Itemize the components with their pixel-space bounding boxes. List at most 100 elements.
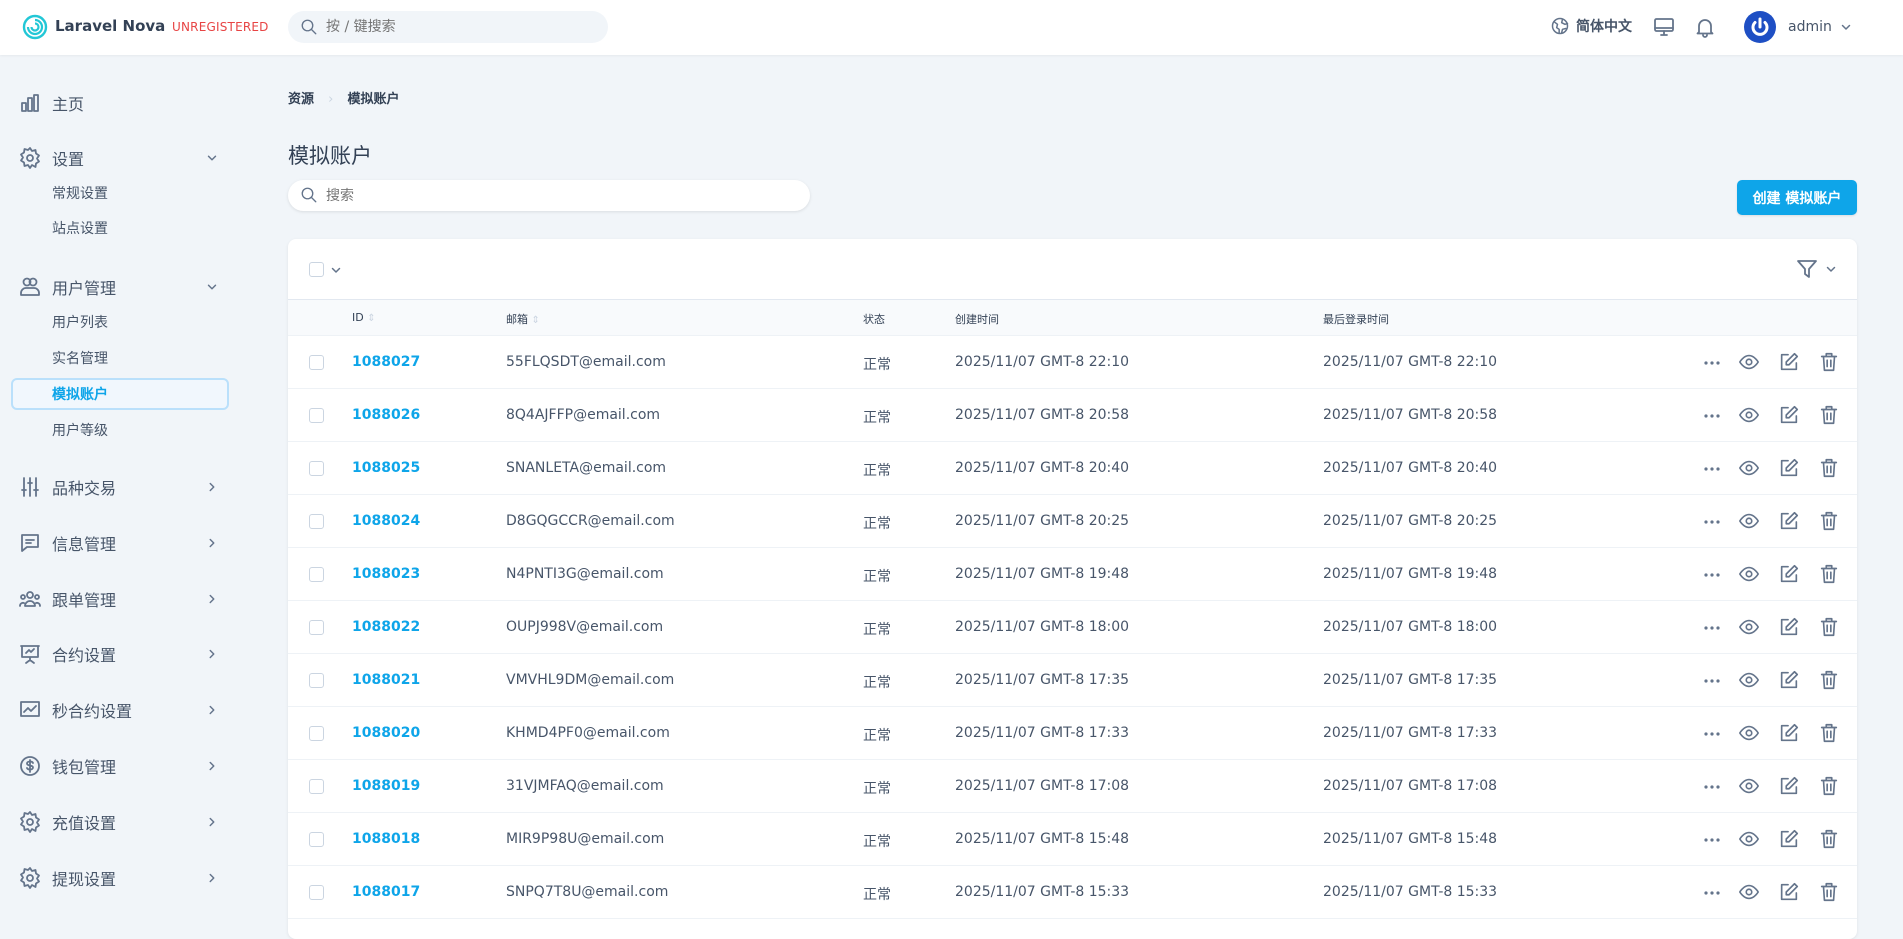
bell-icon[interactable]	[1693, 15, 1717, 39]
language-switcher[interactable]: 简体中文	[1550, 16, 1632, 36]
edit-icon[interactable]	[1778, 351, 1800, 373]
row-checkbox[interactable]	[309, 461, 324, 476]
eye-icon[interactable]	[1738, 563, 1760, 585]
cell-id[interactable]: 1088026	[352, 407, 421, 423]
cell-id[interactable]: 1088022	[352, 619, 421, 635]
trash-icon[interactable]	[1818, 457, 1840, 479]
row-checkbox[interactable]	[309, 620, 324, 635]
more-icon[interactable]	[1703, 890, 1721, 896]
sidebar-item-7[interactable]: 秒合约设置	[0, 695, 230, 725]
edit-icon[interactable]	[1778, 404, 1800, 426]
trash-icon[interactable]	[1818, 881, 1840, 903]
sidebar-item-2[interactable]: 用户管理	[0, 272, 230, 302]
breadcrumb-resources[interactable]: 资源	[288, 92, 315, 107]
sidebar-item-10[interactable]: 提现设置	[0, 863, 230, 893]
cell-id[interactable]: 1088018	[352, 831, 421, 847]
row-checkbox[interactable]	[309, 408, 324, 423]
sidebar-item-4[interactable]: 信息管理	[0, 528, 230, 558]
eye-icon[interactable]	[1738, 457, 1760, 479]
eye-icon[interactable]	[1738, 404, 1760, 426]
row-checkbox[interactable]	[309, 726, 324, 741]
more-icon[interactable]	[1703, 625, 1721, 631]
trash-icon[interactable]	[1818, 669, 1840, 691]
edit-icon[interactable]	[1778, 669, 1800, 691]
more-icon[interactable]	[1703, 731, 1721, 737]
edit-icon[interactable]	[1778, 616, 1800, 638]
edit-icon[interactable]	[1778, 510, 1800, 532]
row-checkbox[interactable]	[309, 355, 324, 370]
trash-icon[interactable]	[1818, 563, 1840, 585]
eye-icon[interactable]	[1738, 775, 1760, 797]
cell-id[interactable]: 1088023	[352, 566, 421, 582]
sidebar-subitem-1-0[interactable]: 常规设置	[11, 177, 229, 209]
eye-icon[interactable]	[1738, 510, 1760, 532]
sidebar-item-1[interactable]: 设置	[0, 143, 230, 173]
filter-icon[interactable]	[1795, 257, 1819, 281]
cell-id[interactable]: 1088017	[352, 884, 421, 900]
cell-id[interactable]: 1088024	[352, 513, 421, 529]
edit-icon[interactable]	[1778, 563, 1800, 585]
row-checkbox[interactable]	[309, 832, 324, 847]
trash-icon[interactable]	[1818, 722, 1840, 744]
sidebar-item-5[interactable]: 跟单管理	[0, 584, 230, 614]
sidebar-subitem-1-1[interactable]: 站点设置	[11, 212, 229, 244]
edit-icon[interactable]	[1778, 722, 1800, 744]
cell-id[interactable]: 1088020	[352, 725, 421, 741]
sidebar-item-8[interactable]: 钱包管理	[0, 751, 230, 781]
sidebar-item-6[interactable]: 合约设置	[0, 639, 230, 669]
more-icon[interactable]	[1703, 572, 1721, 578]
cell-id[interactable]: 1088027	[352, 354, 421, 370]
row-checkbox[interactable]	[309, 567, 324, 582]
edit-icon[interactable]	[1778, 775, 1800, 797]
resource-search-input[interactable]	[326, 180, 796, 211]
edit-icon[interactable]	[1778, 828, 1800, 850]
trash-icon[interactable]	[1818, 828, 1840, 850]
create-button[interactable]: 创建 模拟账户	[1737, 180, 1857, 215]
resource-search[interactable]	[288, 180, 810, 211]
edit-icon[interactable]	[1778, 881, 1800, 903]
sidebar-item-0[interactable]: 主页	[0, 88, 230, 118]
sidebar-subitem-2-1[interactable]: 实名管理	[11, 342, 229, 374]
eye-icon[interactable]	[1738, 351, 1760, 373]
more-icon[interactable]	[1703, 360, 1721, 366]
eye-icon[interactable]	[1738, 616, 1760, 638]
trash-icon[interactable]	[1818, 510, 1840, 532]
row-checkbox[interactable]	[309, 673, 324, 688]
column-header-1[interactable]: 邮箱 ⇕	[506, 313, 540, 326]
sort-icon[interactable]: ⇕	[367, 313, 376, 324]
eye-icon[interactable]	[1738, 669, 1760, 691]
more-icon[interactable]	[1703, 519, 1721, 525]
row-checkbox[interactable]	[309, 514, 324, 529]
sidebar-subitem-2-0[interactable]: 用户列表	[11, 306, 229, 338]
more-icon[interactable]	[1703, 678, 1721, 684]
select-all-checkbox[interactable]	[309, 262, 324, 277]
sort-icon[interactable]: ⇕	[531, 315, 540, 326]
cell-id[interactable]: 1088025	[352, 460, 421, 476]
cell-id[interactable]: 1088019	[352, 778, 421, 794]
sidebar-subitem-2-2[interactable]: 模拟账户	[11, 378, 229, 410]
trash-icon[interactable]	[1818, 351, 1840, 373]
column-header-0[interactable]: ID ⇕	[352, 311, 376, 324]
more-icon[interactable]	[1703, 466, 1721, 472]
trash-icon[interactable]	[1818, 616, 1840, 638]
global-search-input[interactable]	[326, 11, 596, 43]
more-icon[interactable]	[1703, 784, 1721, 790]
trash-icon[interactable]	[1818, 404, 1840, 426]
cell-id[interactable]: 1088021	[352, 672, 421, 688]
edit-icon[interactable]	[1778, 457, 1800, 479]
eye-icon[interactable]	[1738, 828, 1760, 850]
eye-icon[interactable]	[1738, 881, 1760, 903]
sidebar-item-3[interactable]: 品种交易	[0, 472, 230, 502]
sidebar-subitem-2-3[interactable]: 用户等级	[11, 414, 229, 446]
row-checkbox[interactable]	[309, 885, 324, 900]
eye-icon[interactable]	[1738, 722, 1760, 744]
more-icon[interactable]	[1703, 837, 1721, 843]
trash-icon[interactable]	[1818, 775, 1840, 797]
sidebar-item-9[interactable]: 充值设置	[0, 807, 230, 837]
row-checkbox[interactable]	[309, 779, 324, 794]
more-icon[interactable]	[1703, 413, 1721, 419]
user-menu[interactable]: admin	[1744, 11, 1852, 43]
global-search[interactable]	[288, 11, 608, 43]
chevron-down-icon[interactable]	[1825, 263, 1837, 275]
monitor-icon[interactable]	[1652, 15, 1676, 39]
